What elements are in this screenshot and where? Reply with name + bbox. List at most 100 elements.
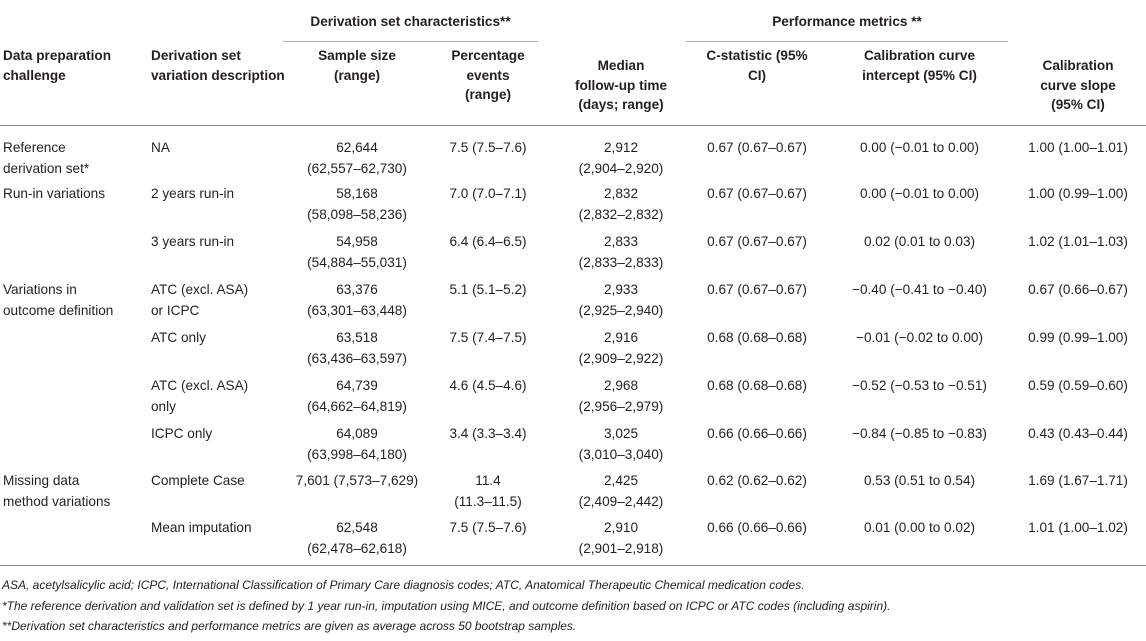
- column-header-calibration-slope: Calibration curve slope (95% CI): [1012, 56, 1144, 115]
- cell-line: 4.6 (4.5–4.6): [449, 378, 527, 393]
- header-bottom-rule: [0, 125, 1146, 126]
- cell-c-statistic: 0.67 (0.67–0.67): [707, 186, 807, 201]
- column-header-sample-size: Sample size (range): [283, 46, 431, 85]
- cell-line: 6.4 (6.4–6.5): [449, 234, 527, 249]
- column-header-challenge: Data preparation challenge: [3, 46, 143, 85]
- cell-line: Missing data: [3, 473, 80, 488]
- column-header-line: follow-up time: [574, 77, 668, 93]
- cell-line: 7.5 (7.5–7.6): [449, 140, 527, 155]
- cell-median-follow-up: 2,933 (2,925–2,940): [555, 280, 687, 321]
- cell-c-statistic: 0.66 (0.66–0.66): [707, 426, 807, 441]
- cell-line: Run-in variations: [3, 186, 105, 201]
- cell-line: Complete Case: [151, 473, 245, 488]
- cell-median-follow-up: 2,968 (2,956–2,979): [555, 376, 687, 417]
- cell-calibration-intercept: 0.00 (−0.01 to 0.00): [859, 140, 980, 155]
- cell-challenge: Variations in outcome definition: [3, 280, 143, 321]
- cell-line: NA: [151, 140, 170, 155]
- cell-c-statistic: 0.66 (0.66–0.66): [707, 520, 807, 535]
- cell-calibration-slope: 1.69 (1.67–1.71): [1028, 473, 1128, 488]
- cell-line: (2,833–2,833): [578, 254, 664, 270]
- cell-line: (2,925–2,940): [578, 302, 664, 318]
- column-header-line: curve slope: [1040, 77, 1116, 93]
- column-header-median-follow-up: Median follow-up time (days; range): [555, 56, 687, 115]
- cell-calibration-intercept: 0.53 (0.51 to 0.54): [863, 473, 976, 488]
- cell-variation: ATC (excl. ASA) only: [151, 376, 286, 417]
- cell-line: (2,832–2,832): [578, 206, 664, 222]
- cell-c-statistic: 0.67 (0.67–0.67): [707, 282, 807, 297]
- cell-variation: ATC (excl. ASA) or ICPC: [151, 280, 286, 321]
- cell-line: (3,010–3,040): [578, 446, 664, 462]
- cell-line: ATC only: [151, 330, 206, 345]
- cell-line: Mean imputation: [151, 520, 252, 535]
- cell-percentage-events: 7.5 (7.5–7.6): [433, 138, 543, 159]
- column-header-line: events: [466, 67, 510, 83]
- cell-line: 2,832: [603, 186, 639, 201]
- cell-sample-size: 58,168 (58,098–58,236): [283, 184, 431, 225]
- cell-line: (62,478–62,618): [307, 540, 407, 556]
- cell-line: (64,662–64,819): [307, 398, 407, 414]
- column-header-line: Sample size: [318, 48, 396, 63]
- cell-sample-size: 63,376 (63,301–63,448): [283, 280, 431, 321]
- cell-line: (54,884–55,031): [307, 254, 407, 270]
- cell-sample-size: 64,089 (63,998–64,180): [283, 424, 431, 465]
- footnote-reference-definition: *The reference derivation and validation…: [2, 598, 891, 613]
- cell-line: 62,548: [336, 520, 378, 535]
- cell-sample-size: 63,518 (63,436–63,597): [283, 328, 431, 369]
- cell-variation: Mean imputation: [151, 518, 286, 539]
- cell-line: 54,958: [336, 234, 378, 249]
- cell-line: (2,956–2,979): [578, 398, 664, 414]
- column-header-c-statistic: C-statistic (95% CI): [687, 46, 827, 85]
- cell-percentage-events: 3.4 (3.3–3.4): [433, 424, 543, 445]
- cell-line: Reference: [3, 140, 66, 155]
- cell-line: 64,089: [336, 426, 378, 441]
- cell-line: 64,739: [336, 378, 378, 393]
- column-header-line: Calibration: [1042, 58, 1114, 73]
- column-header-line: Median: [597, 58, 645, 73]
- cell-variation: 3 years run-in: [151, 232, 286, 253]
- table-bottom-rule: [0, 565, 1146, 566]
- cell-percentage-events: 7.0 (7.0–7.1): [433, 184, 543, 205]
- cell-variation: NA: [151, 138, 286, 159]
- cell-calibration-slope: 1.02 (1.01–1.03): [1028, 234, 1128, 249]
- cell-line: 2,968: [603, 378, 639, 393]
- cell-line: (62,557–62,730): [307, 160, 407, 176]
- cell-median-follow-up: 2,425 (2,409–2,442): [555, 471, 687, 512]
- cell-calibration-slope: 1.01 (1.00–1.02): [1028, 520, 1128, 535]
- cell-calibration-slope: 0.43 (0.43–0.44): [1028, 426, 1128, 441]
- cell-median-follow-up: 2,912 (2,904–2,920): [555, 138, 687, 179]
- cell-median-follow-up: 2,916 (2,909–2,922): [555, 328, 687, 369]
- cell-line: (58,098–58,236): [307, 206, 407, 222]
- cell-line: (63,436–63,597): [307, 350, 407, 366]
- cell-line: derivation set*: [3, 160, 90, 176]
- cell-sample-size: 7,601 (7,573–7,629): [283, 471, 431, 492]
- cell-calibration-intercept: 0.00 (−0.01 to 0.00): [859, 186, 980, 201]
- cell-line: ATC (excl. ASA): [151, 378, 249, 393]
- cell-variation: 2 years run-in: [151, 184, 286, 205]
- cell-line: (63,301–63,448): [307, 302, 407, 318]
- cell-percentage-events: 4.6 (4.5–4.6): [433, 376, 543, 397]
- cell-sample-size: 64,739 (64,662–64,819): [283, 376, 431, 417]
- cell-line: (2,904–2,920): [578, 160, 664, 176]
- cell-calibration-intercept: −0.40 (−0.41 to −0.40): [852, 282, 987, 297]
- cell-sample-size: 54,958 (54,884–55,031): [283, 232, 431, 273]
- column-header-line: Data preparation: [3, 48, 112, 63]
- column-header-line: (range): [464, 87, 512, 102]
- cell-calibration-slope: 1.00 (1.00–1.01): [1028, 140, 1128, 155]
- footnote-bootstrap: **Derivation set characteristics and per…: [2, 619, 577, 633]
- cell-percentage-events: 5.1 (5.1–5.2): [433, 280, 543, 301]
- cell-line: 2 years run-in: [151, 186, 235, 201]
- cell-line: 2,910: [603, 520, 639, 535]
- cell-median-follow-up: 3,025 (3,010–3,040): [555, 424, 687, 465]
- cell-sample-size: 62,644 (62,557–62,730): [283, 138, 431, 179]
- cell-c-statistic: 0.67 (0.67–0.67): [707, 234, 807, 249]
- cell-line: 3 years run-in: [151, 234, 235, 249]
- cell-line: (2,909–2,922): [578, 350, 664, 366]
- footnotes: ASA, acetylsalicylic acid; ICPC, Interna…: [2, 575, 890, 637]
- cell-calibration-intercept: −0.01 (−0.02 to 0.00): [856, 330, 983, 345]
- cell-median-follow-up: 2,910 (2,901–2,918): [555, 518, 687, 559]
- group-header-performance: Performance metrics **: [772, 14, 922, 29]
- cell-line: Variations in: [3, 282, 77, 297]
- cell-variation: Complete Case: [151, 471, 286, 492]
- cell-line: 3.4 (3.3–3.4): [449, 426, 527, 441]
